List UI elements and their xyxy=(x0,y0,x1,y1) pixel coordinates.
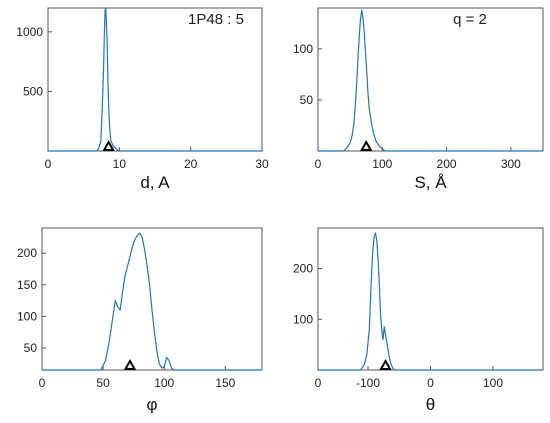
x-tick-label: 10 xyxy=(113,157,127,171)
x-tick-label: 100 xyxy=(154,376,174,390)
y-tick-label: 100 xyxy=(293,42,313,56)
y-tick-label: 50 xyxy=(300,93,314,107)
x-tick-label: 200 xyxy=(437,157,457,171)
y-tick-label: 100 xyxy=(17,309,37,323)
mean-marker xyxy=(360,139,373,151)
x-tick-label: -100 xyxy=(356,376,380,390)
x-tick-label: 0 xyxy=(315,376,322,390)
x-tick-label: 150 xyxy=(215,376,235,390)
x-axis-label: θ xyxy=(426,395,435,414)
y-tick-label: 500 xyxy=(23,84,43,98)
x-tick-label: 0 xyxy=(427,376,434,390)
y-tick-label: 200 xyxy=(293,262,313,276)
plot-frame xyxy=(317,227,544,371)
x-tick-label: 20 xyxy=(184,157,198,171)
x-axis-label: d, A xyxy=(140,173,170,192)
x-tick-label: 50 xyxy=(96,376,110,390)
x-axis-label: φ xyxy=(146,395,157,414)
x-tick-label: 0 xyxy=(315,157,322,171)
plot-frame xyxy=(47,7,263,152)
series-line xyxy=(42,232,262,371)
x-tick-label: 100 xyxy=(372,157,392,171)
series-line xyxy=(318,232,543,371)
plot-frame xyxy=(41,227,263,371)
panel-annotation: 1P48 : 5 xyxy=(188,11,244,28)
series-line xyxy=(318,9,543,152)
x-tick-label: 0 xyxy=(45,157,52,171)
y-tick-label: 1000 xyxy=(16,25,43,39)
x-axis-label: S, Å xyxy=(414,173,447,192)
y-tick-label: 50 xyxy=(24,341,38,355)
mean-marker xyxy=(123,358,137,370)
x-tick-label: 0 xyxy=(39,376,46,390)
x-tick-label: 30 xyxy=(255,157,269,171)
mean-marker xyxy=(379,358,392,370)
y-tick-label: 100 xyxy=(293,312,313,326)
y-tick-label: 150 xyxy=(17,278,37,292)
x-tick-label: 300 xyxy=(501,157,521,171)
series-line xyxy=(48,7,262,152)
mean-marker xyxy=(102,139,115,151)
x-tick-label: 100 xyxy=(483,376,503,390)
plot-frame xyxy=(317,7,544,152)
y-tick-label: 200 xyxy=(17,246,37,260)
panel-annotation: q = 2 xyxy=(453,11,487,28)
